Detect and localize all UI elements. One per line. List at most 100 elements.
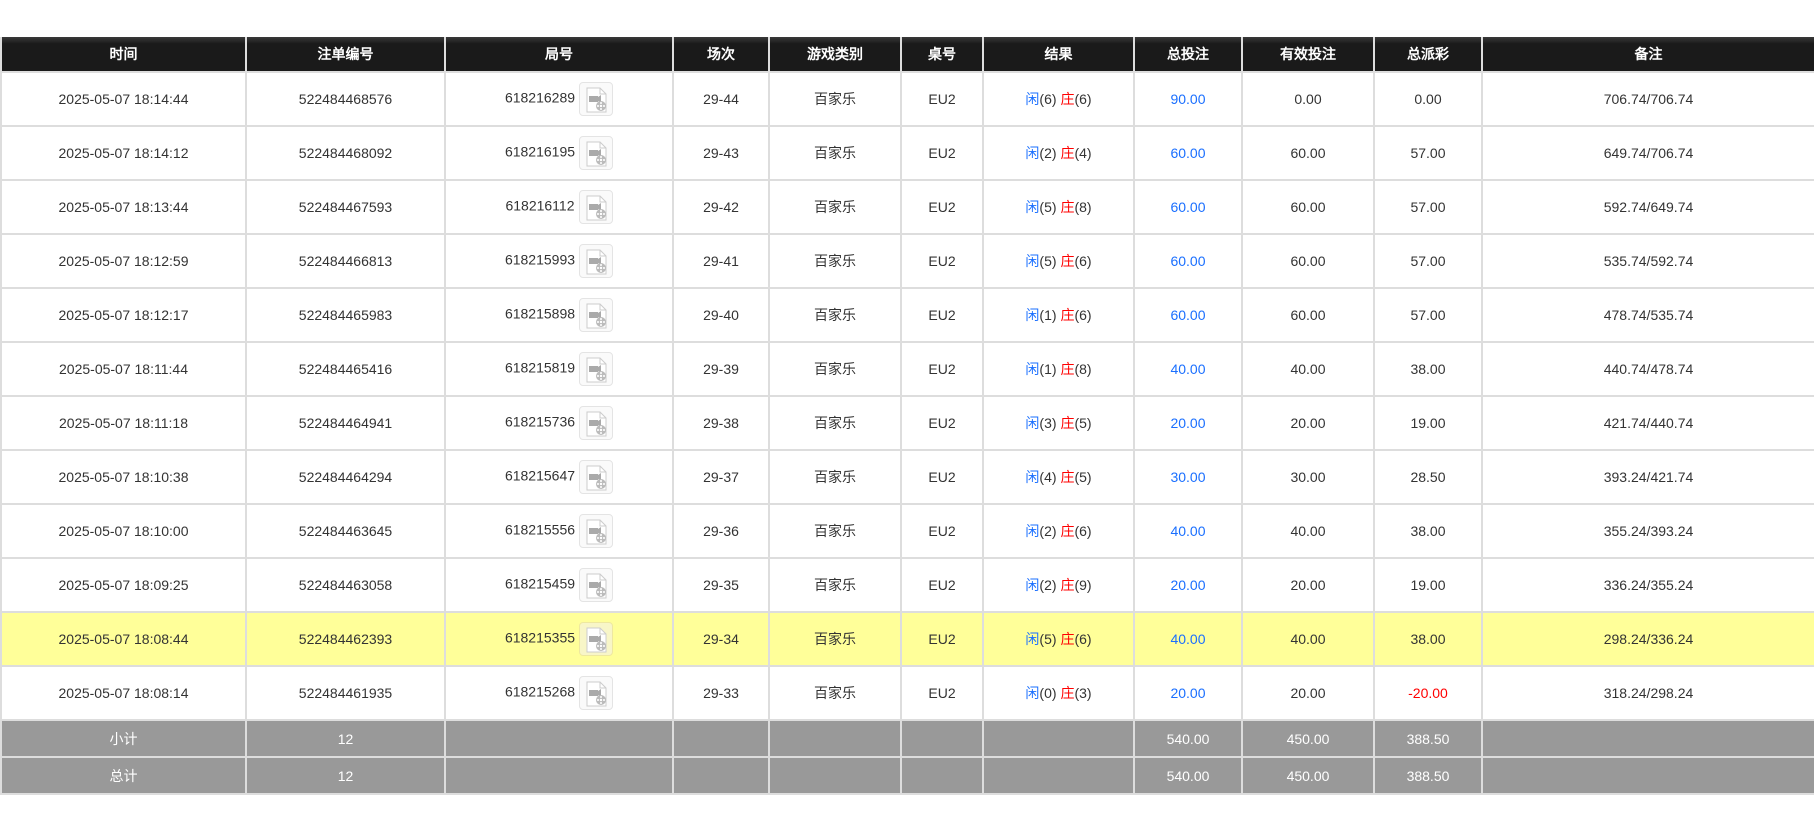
result-cell: 闲(1) 庄(8) (982, 341, 1135, 397)
payout-cell: 0.00 (1373, 71, 1483, 127)
table-cell: EU2 (900, 287, 984, 343)
banker-label: 庄 (1060, 199, 1075, 215)
video-replay-icon[interactable] (579, 352, 614, 386)
note-cell: 706.74/706.74 (1481, 71, 1814, 127)
total-bet-cell[interactable]: 60.00 (1133, 233, 1243, 289)
payout-cell: 38.00 (1373, 503, 1483, 559)
video-replay-icon[interactable] (579, 676, 614, 710)
note-cell: 421.74/440.74 (1481, 395, 1814, 451)
table-row[interactable]: 2025-05-07 18:11:18 522484464941 6182157… (0, 395, 1814, 451)
player-score: (2) (1039, 577, 1057, 593)
total-bet-cell[interactable]: 40.00 (1133, 611, 1243, 667)
video-replay-icon[interactable] (579, 622, 614, 656)
round-number: 618215993 (504, 251, 576, 268)
total-bet-cell[interactable]: 60.00 (1133, 179, 1243, 235)
table-row[interactable]: 2025-05-07 18:11:44 522484465416 6182158… (0, 341, 1814, 397)
time-cell: 2025-05-07 18:12:59 (0, 233, 247, 289)
video-replay-icon[interactable] (578, 190, 613, 224)
video-replay-icon[interactable] (579, 460, 614, 494)
bet-id-cell: 522484463058 (245, 557, 446, 613)
table-cell: EU2 (900, 395, 984, 451)
table-row[interactable]: 2025-05-07 18:08:14 522484461935 6182152… (0, 665, 1814, 721)
valid-bet-cell: 20.00 (1241, 557, 1375, 613)
player-score: (5) (1039, 253, 1057, 269)
video-replay-icon[interactable] (579, 514, 614, 548)
video-replay-icon[interactable] (579, 244, 614, 278)
column-header: 备注 (1481, 37, 1814, 72)
banker-score: (4) (1074, 145, 1092, 161)
video-replay-icon[interactable] (579, 406, 614, 440)
summary-payout: 388.50 (1373, 756, 1483, 795)
result-cell: 闲(0) 庄(3) (982, 665, 1135, 721)
banker-label: 庄 (1060, 523, 1075, 539)
table-row[interactable]: 2025-05-07 18:10:00 522484463645 6182155… (0, 503, 1814, 559)
video-replay-icon[interactable] (579, 136, 614, 170)
round-cell: 618215819 (444, 341, 674, 397)
banker-score: (8) (1074, 199, 1092, 215)
banker-label: 庄 (1060, 253, 1075, 269)
bet-id-cell: 522484464941 (245, 395, 446, 451)
table-row[interactable]: 2025-05-07 18:10:38 522484464294 6182156… (0, 449, 1814, 505)
payout-cell: 38.00 (1373, 611, 1483, 667)
game-type-cell: 百家乐 (768, 611, 902, 667)
result-cell: 闲(2) 庄(4) (982, 125, 1135, 181)
total-bet-cell[interactable]: 60.00 (1133, 287, 1243, 343)
time-cell: 2025-05-07 18:11:44 (0, 341, 247, 397)
player-label: 闲 (1025, 91, 1040, 107)
note-cell: 535.74/592.74 (1481, 233, 1814, 289)
column-header: 有效投注 (1241, 37, 1375, 72)
summary-payout: 388.50 (1373, 719, 1483, 758)
video-replay-icon[interactable] (579, 298, 614, 332)
total-bet-cell[interactable]: 60.00 (1133, 125, 1243, 181)
shoe-cell: 29-43 (672, 125, 770, 181)
game-type-cell: 百家乐 (768, 179, 902, 235)
banker-label: 庄 (1060, 307, 1075, 323)
game-type-cell: 百家乐 (768, 71, 902, 127)
table-row[interactable]: 2025-05-07 18:09:25 522484463058 6182154… (0, 557, 1814, 613)
table-row[interactable]: 2025-05-07 18:14:12 522484468092 6182161… (0, 125, 1814, 181)
round-number: 618215736 (504, 413, 576, 430)
video-replay-icon[interactable] (579, 568, 614, 602)
valid-bet-cell: 60.00 (1241, 125, 1375, 181)
total-bet-cell[interactable]: 40.00 (1133, 341, 1243, 397)
total-bet-cell[interactable]: 40.00 (1133, 503, 1243, 559)
table-cell: EU2 (900, 125, 984, 181)
note-cell: 478.74/535.74 (1481, 287, 1814, 343)
table-row[interactable]: 2025-05-07 18:08:44 522484462393 6182153… (0, 611, 1814, 667)
note-cell: 298.24/336.24 (1481, 611, 1814, 667)
shoe-cell: 29-40 (672, 287, 770, 343)
player-label: 闲 (1025, 361, 1040, 377)
round-cell: 618216112 (444, 179, 674, 235)
player-score: (2) (1039, 145, 1057, 161)
total-bet-cell[interactable]: 90.00 (1133, 71, 1243, 127)
total-bet-cell[interactable]: 20.00 (1133, 395, 1243, 451)
game-type-cell: 百家乐 (768, 449, 902, 505)
table-cell: EU2 (900, 341, 984, 397)
valid-bet-cell: 60.00 (1241, 179, 1375, 235)
total-bet-cell[interactable]: 20.00 (1133, 557, 1243, 613)
column-header: 局号 (444, 37, 674, 72)
table-cell: EU2 (900, 557, 984, 613)
table-row[interactable]: 2025-05-07 18:14:44 522484468576 6182162… (0, 71, 1814, 127)
total-bet-cell[interactable]: 30.00 (1133, 449, 1243, 505)
player-score: (1) (1039, 361, 1057, 377)
table-row[interactable]: 2025-05-07 18:13:44 522484467593 6182161… (0, 179, 1814, 235)
time-cell: 2025-05-07 18:09:25 (0, 557, 247, 613)
banker-label: 庄 (1060, 577, 1075, 593)
round-cell: 618215268 (444, 665, 674, 721)
round-number: 618215647 (504, 467, 576, 484)
player-score: (0) (1039, 685, 1057, 701)
player-score: (4) (1039, 469, 1057, 485)
table-row[interactable]: 2025-05-07 18:12:59 522484466813 6182159… (0, 233, 1814, 289)
column-header: 场次 (672, 37, 770, 72)
table-cell: EU2 (900, 611, 984, 667)
summary-label: 小计 (0, 719, 247, 758)
video-replay-icon[interactable] (579, 82, 614, 116)
player-score: (5) (1039, 631, 1057, 647)
total-bet-cell[interactable]: 20.00 (1133, 665, 1243, 721)
bet-id-cell: 522484467593 (245, 179, 446, 235)
table-row[interactable]: 2025-05-07 18:12:17 522484465983 6182158… (0, 287, 1814, 343)
summary-row: 小计 12 540.00 450.00 388.50 (0, 719, 1814, 758)
payout-cell: 38.00 (1373, 341, 1483, 397)
shoe-cell: 29-44 (672, 71, 770, 127)
